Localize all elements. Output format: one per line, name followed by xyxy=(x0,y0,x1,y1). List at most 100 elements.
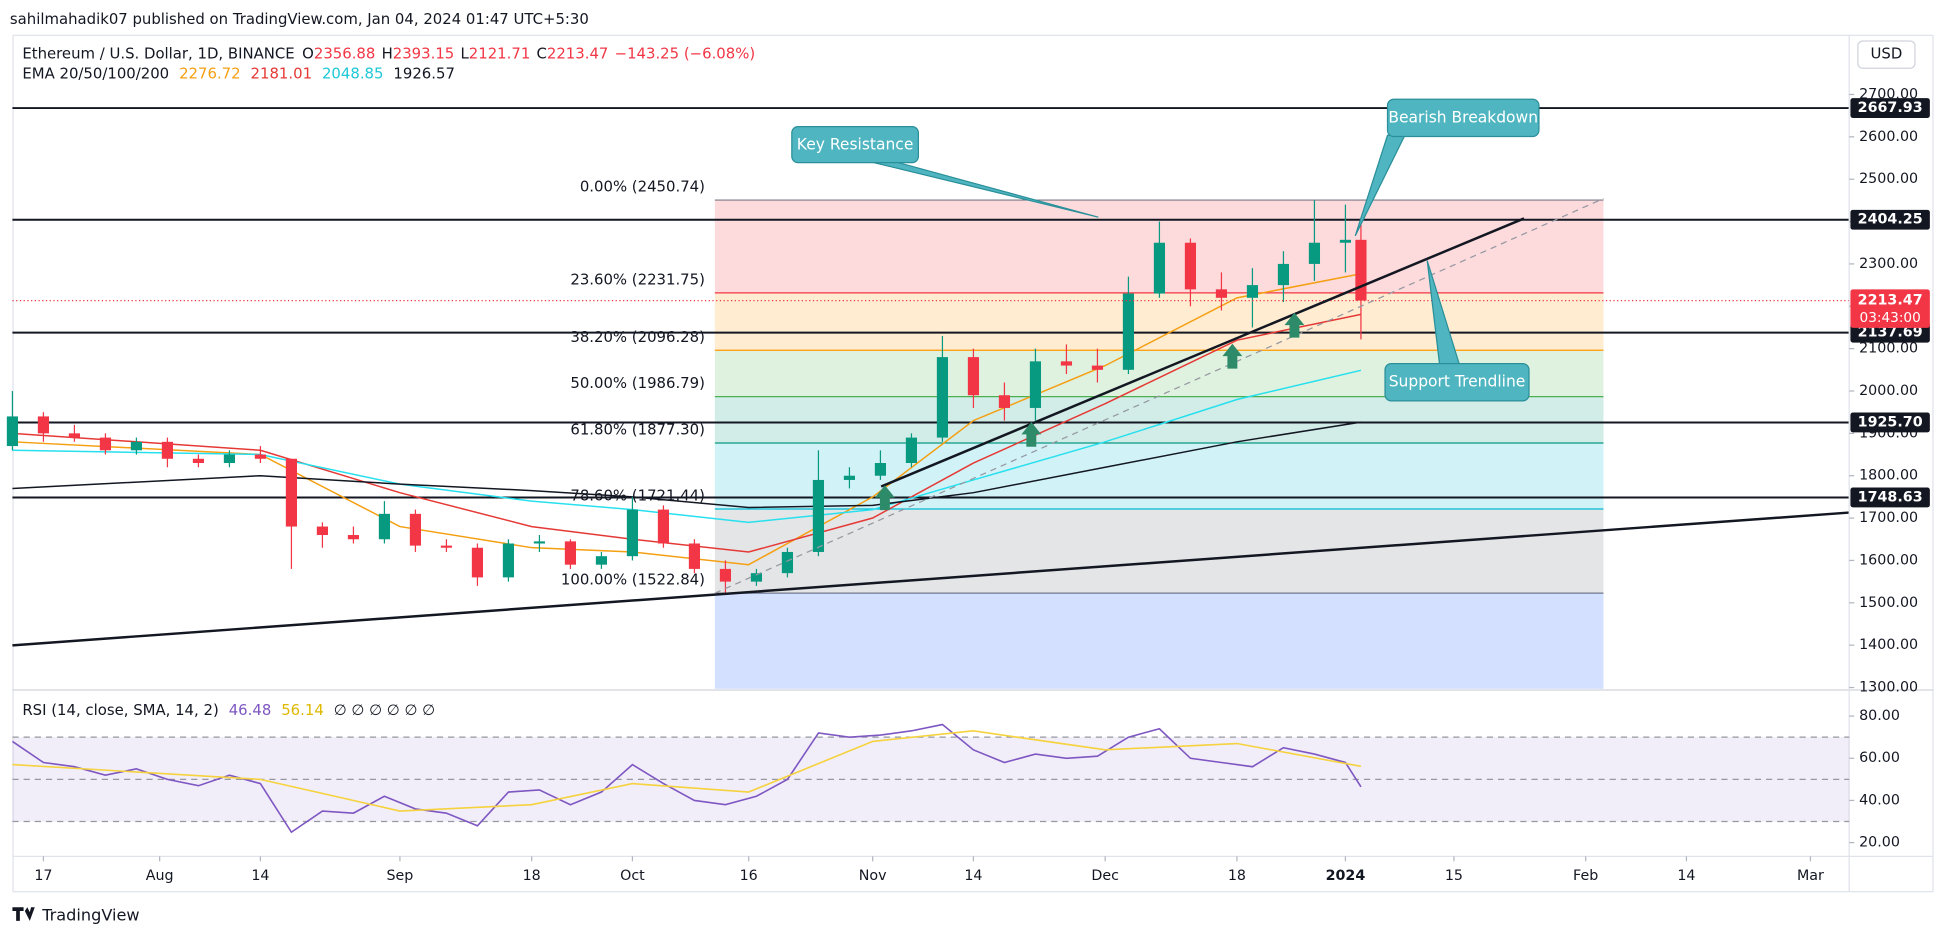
legend-ema: EMA 20/50/100/200 2276.72 2181.01 2048.85 19… xyxy=(22,64,455,82)
y-tick-label: 1500.00 xyxy=(1859,595,1918,611)
callout-text: Key Resistance xyxy=(797,136,914,154)
ema-value: 2276.72 xyxy=(179,64,241,82)
x-tick-label: Sep xyxy=(386,868,413,884)
legend-ohlc: Ethereum / U.S. Dollar, 1D, BINANCE O2356… xyxy=(22,45,755,63)
rsi-placeholders: ∅ ∅ ∅ ∅ ∅ ∅ xyxy=(334,701,435,719)
ema-value: 2181.01 xyxy=(251,64,313,82)
candle-body xyxy=(688,543,701,569)
ema-line xyxy=(12,421,1362,509)
candle-body xyxy=(812,479,825,552)
candle-body xyxy=(1215,289,1228,298)
candle-body xyxy=(843,475,856,480)
frame xyxy=(12,34,1934,893)
candle-body xyxy=(781,551,794,574)
publisher: sahilmahadik07 published on TradingView.… xyxy=(10,10,589,28)
x-tick-label: 14 xyxy=(964,868,982,884)
candle-body xyxy=(905,437,918,464)
fib-label: 50.00% (1986.79) xyxy=(570,374,705,392)
candle-body xyxy=(6,416,19,447)
legend-rsi: RSI (14, close, SMA, 14, 2) 46.48 56.14 ∅ ∅… xyxy=(22,701,435,719)
axis-layer: 1300.00 1400.00 1500.00 1600.00 1700.00 1800.… xyxy=(11,86,1930,884)
ohlc-value: 2393.15 xyxy=(393,45,455,63)
last-price-label: 2213.47 xyxy=(1858,293,1923,309)
candle-body xyxy=(750,573,763,582)
countdown: 03:43:00 xyxy=(1860,310,1921,326)
candle-body xyxy=(223,454,236,464)
fib-zone xyxy=(714,593,1604,689)
fib-diagonal xyxy=(714,198,1604,594)
fib-label: 23.60% (2231.75) xyxy=(570,270,705,288)
level-label: 2667.93 xyxy=(1858,100,1923,116)
arrow xyxy=(874,485,895,511)
level-label: 1925.70 xyxy=(1858,414,1923,430)
ohlc-value: 2356.88 xyxy=(314,45,376,63)
callout xyxy=(791,125,920,164)
y-tick-label: 1400.00 xyxy=(1859,637,1918,653)
currency-label[interactable]: USD xyxy=(1871,45,1903,63)
candle-body xyxy=(564,541,577,565)
candle-body xyxy=(657,509,670,544)
x-tick-label: Dec xyxy=(1091,868,1119,884)
candle-body xyxy=(161,441,174,459)
rsi-line xyxy=(12,730,1362,812)
candle-body xyxy=(1277,263,1290,286)
candle-body xyxy=(1091,365,1104,370)
indicator-label: EMA 20/50/100/200 xyxy=(22,64,169,82)
ema-value: 2048.85 xyxy=(322,64,384,82)
candle-body xyxy=(68,433,81,438)
symbol: Ethereum / U.S. Dollar, 1D, BINANCE xyxy=(22,45,294,63)
candle-body xyxy=(99,437,112,451)
x-tick-label: 15 xyxy=(1445,868,1463,884)
candle-body xyxy=(1184,242,1197,290)
ohlc-key: C xyxy=(537,45,547,63)
x-tick-label: 16 xyxy=(740,868,758,884)
level-label: 2137.69 xyxy=(1858,325,1923,341)
fib-label: 100.00% (1522.84) xyxy=(561,571,705,589)
fib-label: 61.80% (1877.30) xyxy=(570,421,705,439)
currency-button[interactable] xyxy=(1857,40,1916,69)
candle-body xyxy=(347,535,360,540)
candle-body xyxy=(967,357,980,396)
candle-body xyxy=(471,547,484,578)
rsi-sma-value: 56.14 xyxy=(281,701,324,719)
candle-body xyxy=(874,463,887,476)
ema-line xyxy=(12,273,1362,566)
y-tick-label: 2600.00 xyxy=(1859,129,1918,145)
support-trendline xyxy=(880,217,1525,488)
y-tick-label: 2300.00 xyxy=(1859,256,1918,272)
ohlc-value: 2213.47 xyxy=(547,45,609,63)
long-trendline xyxy=(12,511,1850,647)
change: −143.25 (−6.08%) xyxy=(615,45,756,63)
fib-layer: 0.00% (2450.74) 23.60% (2231.75) 38.20% (2… xyxy=(561,178,1604,689)
logo-icon xyxy=(12,907,35,921)
level-label-box xyxy=(1850,487,1930,508)
ohlc-value: 2121.71 xyxy=(469,45,531,63)
arrow xyxy=(1021,421,1042,447)
candle-body xyxy=(285,458,298,527)
y-tick-label: 80.00 xyxy=(1859,708,1900,724)
arrow xyxy=(1222,343,1243,369)
last-price-box xyxy=(1850,289,1930,328)
y-tick-label: 1700.00 xyxy=(1859,510,1918,526)
arrows xyxy=(874,312,1305,511)
candle-body xyxy=(192,458,205,464)
rsi-title: RSI (14, close, SMA, 14, 2) xyxy=(22,701,218,719)
y-tick-label: 60.00 xyxy=(1859,750,1900,766)
fib-label: 0.00% (2450.74) xyxy=(580,178,705,196)
fib-zone xyxy=(714,396,1604,443)
candle-body xyxy=(254,454,267,459)
x-tick-label: 14 xyxy=(1677,868,1695,884)
ohlc-key: O xyxy=(302,45,314,63)
candle-body xyxy=(626,509,639,557)
footer-logo: TradingView xyxy=(41,905,139,924)
candle-body xyxy=(1308,242,1321,264)
candle-body xyxy=(440,545,453,548)
candle-body xyxy=(130,441,143,451)
x-tick-label: Mar xyxy=(1797,868,1824,884)
candle-body xyxy=(1060,361,1073,366)
y-tick-label: 2500.00 xyxy=(1859,171,1918,187)
x-tick-label: 17 xyxy=(34,868,52,884)
x-tick-label: 18 xyxy=(1228,868,1246,884)
